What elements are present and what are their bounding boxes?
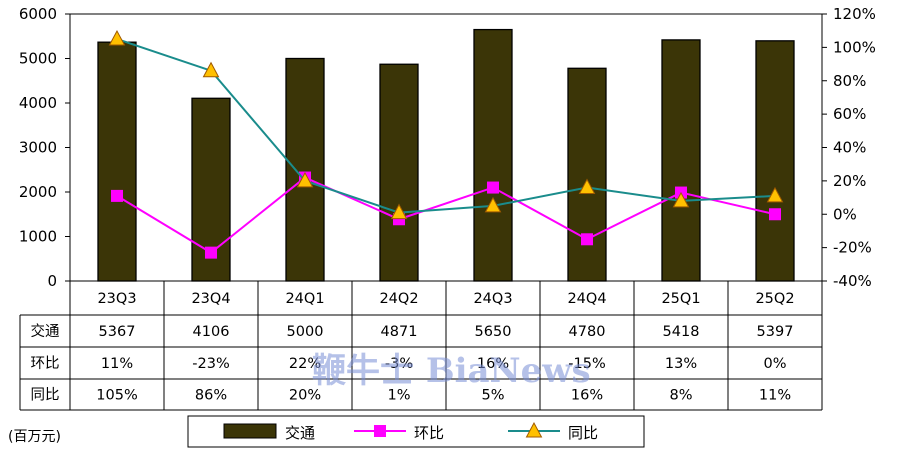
legend-label: 交通 (285, 424, 315, 442)
left-axis-label: 4000 (19, 94, 57, 112)
right-axis-label: 40% (833, 139, 866, 157)
table-category: 24Q1 (285, 291, 324, 307)
unit-label: (百万元) (8, 429, 61, 445)
bar-24Q4 (567, 67, 607, 282)
left-axis-label: 0 (47, 272, 57, 290)
bar-24Q3 (473, 28, 513, 282)
bar-25Q2 (755, 40, 795, 282)
table-category: 24Q3 (473, 291, 512, 307)
table-cell: 22% (289, 356, 321, 372)
table-row-label: 交通 (31, 322, 60, 340)
table-category: 23Q3 (97, 291, 136, 307)
right-axis-label: 80% (833, 72, 866, 90)
point-环比-25Q2 (769, 208, 781, 221)
table-row-label: 环比 (31, 355, 60, 372)
table-cell: 86% (195, 388, 227, 404)
legend-swatch-bar (223, 423, 277, 439)
left-axis-label: 5000 (19, 50, 57, 68)
bar-25Q1 (661, 39, 701, 282)
table-cell: 1% (387, 388, 410, 404)
table-cell: 5000 (287, 324, 324, 340)
right-axis-label: -40% (833, 272, 872, 290)
point-同比-23Q4 (202, 61, 220, 78)
line-环比 (116, 176, 776, 254)
table-category: 25Q2 (755, 291, 794, 307)
left-axis-label: 6000 (19, 5, 57, 23)
table-row-label: 同比 (31, 387, 60, 404)
table-cell: 5650 (475, 324, 512, 340)
right-axis-label: 20% (833, 172, 866, 190)
point-环比-24Q4 (581, 233, 593, 246)
table-cell: 20% (289, 388, 321, 404)
point-同比-25Q1 (672, 191, 690, 208)
left-axis-label: 2000 (19, 183, 57, 201)
table-cell: -23% (192, 356, 229, 372)
table-cell: -15% (568, 356, 605, 372)
legend-marker-square (374, 425, 386, 437)
table-cell: -3% (385, 356, 413, 372)
table-cell: 0% (763, 356, 786, 372)
point-环比-24Q3 (487, 181, 499, 194)
watermark: 鞭牛士 BiaNews (312, 351, 591, 391)
table-category: 23Q4 (191, 291, 230, 307)
left-axis-label: 3000 (19, 139, 57, 157)
right-axis-label: 120% (833, 5, 876, 23)
table-cell: 105% (96, 388, 137, 404)
table-cell: 13% (665, 356, 697, 372)
legend-marker-triangle (525, 421, 543, 438)
right-axis-label: -20% (833, 239, 872, 257)
table-cell: 16% (571, 388, 603, 404)
point-同比-25Q2 (766, 186, 784, 203)
table-cell: 5367 (99, 324, 136, 340)
bar-24Q2 (379, 63, 419, 282)
table-cell: 5418 (663, 324, 700, 340)
table-cell: 8% (669, 388, 692, 404)
line-同比 (116, 38, 776, 214)
table-cell: 4871 (381, 324, 418, 340)
point-同比-24Q4 (578, 178, 596, 195)
table-cell: 11% (759, 388, 791, 404)
table-cell: 5397 (757, 324, 794, 340)
point-同比-24Q1 (296, 171, 314, 188)
table-category: 25Q1 (661, 291, 700, 307)
bar-23Q3 (97, 41, 137, 282)
right-axis-label: 60% (833, 105, 866, 123)
point-同比-24Q2 (390, 203, 408, 220)
point-环比-23Q4 (205, 246, 217, 259)
point-同比-23Q3 (108, 29, 126, 46)
point-环比-23Q3 (111, 189, 123, 202)
legend-label: 环比 (414, 424, 444, 442)
table-cell: 11% (101, 356, 133, 372)
right-axis-label: 0% (833, 205, 857, 223)
table-cell: 4106 (193, 324, 230, 340)
left-axis-label: 1000 (19, 228, 57, 246)
table-cell: 4780 (569, 324, 606, 340)
point-同比-24Q3 (484, 196, 502, 213)
table-category: 24Q2 (379, 291, 418, 307)
right-axis-label: 100% (833, 38, 876, 56)
legend-label: 同比 (568, 424, 598, 442)
table-category: 24Q4 (567, 291, 606, 307)
table-cell: 16% (477, 356, 509, 372)
table-cell: 5% (481, 388, 504, 404)
bar-24Q1 (285, 57, 325, 282)
